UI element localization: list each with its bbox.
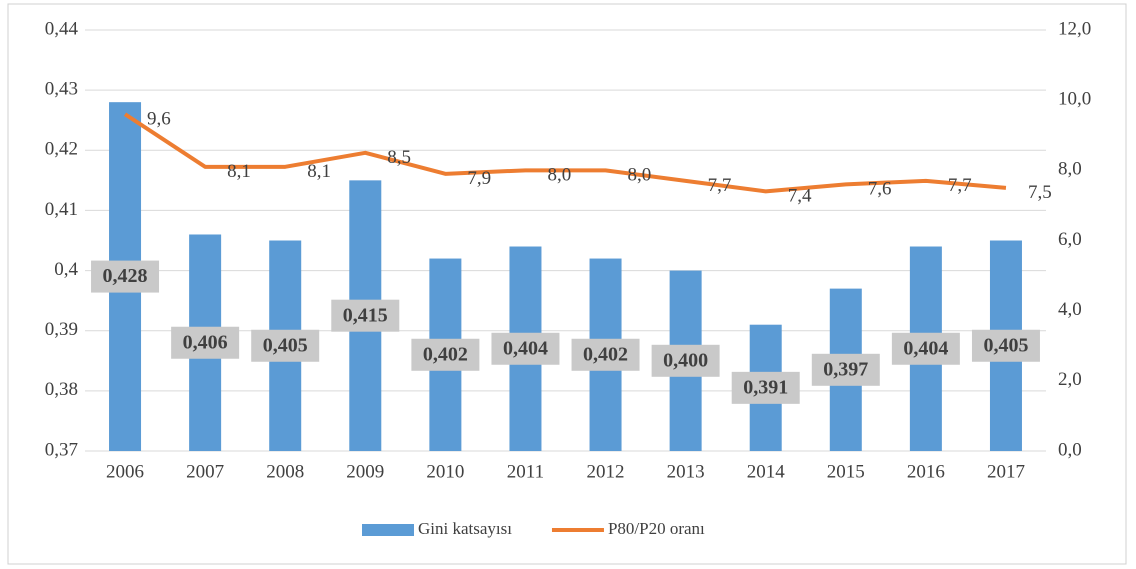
data-label-box xyxy=(411,338,480,371)
line xyxy=(123,112,1007,194)
line-label: 7,7 xyxy=(948,175,972,196)
data-label-box xyxy=(971,329,1040,362)
legend-swatch xyxy=(362,524,414,536)
data-label: 0,406 xyxy=(183,331,228,353)
line-label: 9,6 xyxy=(147,109,171,130)
data-label: 0,400 xyxy=(663,349,708,371)
y2-tick-label: 4,0 xyxy=(1058,299,1082,320)
data-label: 0,402 xyxy=(583,343,628,365)
y2-tick-label: 12,0 xyxy=(1058,18,1091,39)
line-label: 8,1 xyxy=(307,161,331,182)
line-label: 7,7 xyxy=(708,175,732,196)
data-label-box xyxy=(171,326,240,359)
y-tick-label: 0,39 xyxy=(45,319,78,340)
data-label: 0,397 xyxy=(823,358,868,380)
y2-tick-label: 2,0 xyxy=(1058,369,1082,390)
x-tick-label: 2012 xyxy=(587,461,625,482)
x-tick-label: 2015 xyxy=(827,461,865,482)
y2-tick-label: 0,0 xyxy=(1058,439,1082,460)
data-label-box xyxy=(891,332,960,365)
y2-tick-label: 6,0 xyxy=(1058,229,1082,250)
line-label: 8,0 xyxy=(628,165,652,186)
data-label-box xyxy=(571,338,640,371)
x-tick-label: 2013 xyxy=(667,461,705,482)
data-label: 0,405 xyxy=(983,334,1028,356)
data-label-box xyxy=(251,329,320,362)
data-label: 0,415 xyxy=(343,304,388,326)
data-label: 0,404 xyxy=(503,337,548,359)
line-label: 7,5 xyxy=(1028,182,1052,203)
y-tick-label: 0,42 xyxy=(45,139,78,160)
x-tick-label: 2014 xyxy=(747,461,786,482)
x-tick-label: 2007 xyxy=(186,461,224,482)
y-tick-label: 0,38 xyxy=(45,379,78,400)
y2-tick-label: 10,0 xyxy=(1058,89,1091,110)
data-label-box xyxy=(651,344,720,377)
line-label: 8,1 xyxy=(227,161,251,182)
data-label: 0,404 xyxy=(903,337,948,359)
line-label: 8,5 xyxy=(387,147,411,168)
line-label: 7,9 xyxy=(467,168,491,189)
data-label-box xyxy=(731,371,800,404)
y-tick-label: 0,37 xyxy=(45,439,78,460)
data-label-box xyxy=(491,332,560,365)
legend-label: P80/P20 oranı xyxy=(608,519,705,538)
y-tick-label: 0,41 xyxy=(45,199,78,220)
x-tick-label: 2010 xyxy=(426,461,464,482)
line-label: 7,6 xyxy=(868,179,892,200)
data-label-box xyxy=(331,299,400,332)
data-label-box xyxy=(811,353,880,386)
y-tick-label: 0,4 xyxy=(54,259,78,280)
data-label: 0,405 xyxy=(263,334,308,356)
x-tick-label: 2016 xyxy=(907,461,945,482)
data-label: 0,402 xyxy=(423,343,468,365)
data-label: 0,391 xyxy=(743,376,788,398)
line-label: 7,4 xyxy=(788,186,812,207)
x-tick-label: 2008 xyxy=(266,461,304,482)
legend-label: Gini katsayısı xyxy=(418,519,512,538)
x-tick-label: 2009 xyxy=(346,461,384,482)
y2-tick-label: 8,0 xyxy=(1058,159,1082,180)
line-label: 8,0 xyxy=(547,165,571,186)
y-tick-label: 0,43 xyxy=(45,79,78,100)
data-label: 0,428 xyxy=(103,265,148,287)
data-label-box xyxy=(91,260,160,293)
y-tick-label: 0,44 xyxy=(45,18,79,39)
x-tick-label: 2017 xyxy=(987,461,1025,482)
x-tick-label: 2011 xyxy=(507,461,544,482)
chart-border xyxy=(7,3,1127,565)
x-tick-label: 2006 xyxy=(106,461,144,482)
